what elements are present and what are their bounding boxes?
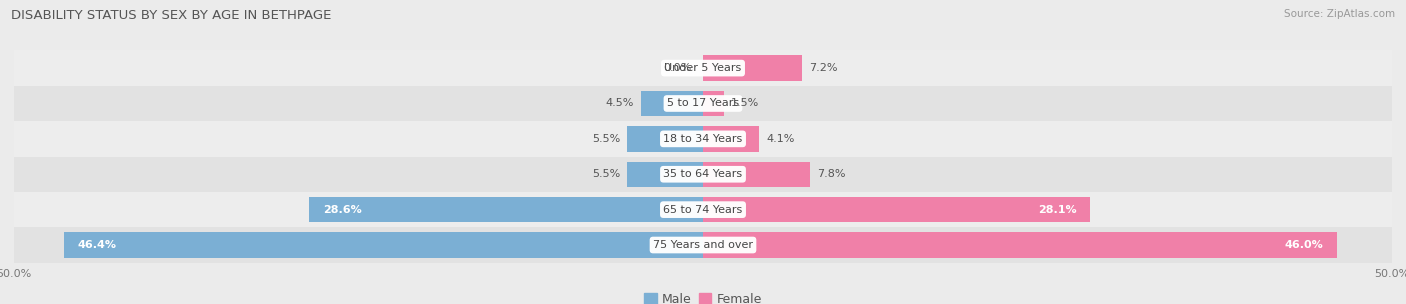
Legend: Male, Female: Male, Female [644, 293, 762, 304]
Bar [703, 197, 1090, 222]
Text: 35 to 64 Years: 35 to 64 Years [664, 169, 742, 179]
Text: 46.0%: 46.0% [1284, 240, 1323, 250]
Bar [14, 157, 1392, 192]
Bar [703, 161, 810, 187]
Text: 0.0%: 0.0% [664, 63, 692, 73]
Text: 28.1%: 28.1% [1038, 205, 1077, 215]
Bar [14, 86, 1392, 121]
Text: 1.5%: 1.5% [731, 98, 759, 109]
Bar [14, 227, 1392, 263]
Text: 46.4%: 46.4% [77, 240, 117, 250]
Bar [641, 91, 703, 116]
Text: 5.5%: 5.5% [592, 169, 620, 179]
Text: 75 Years and over: 75 Years and over [652, 240, 754, 250]
Text: Under 5 Years: Under 5 Years [665, 63, 741, 73]
Text: DISABILITY STATUS BY SEX BY AGE IN BETHPAGE: DISABILITY STATUS BY SEX BY AGE IN BETHP… [11, 9, 332, 22]
Text: 65 to 74 Years: 65 to 74 Years [664, 205, 742, 215]
Bar [309, 197, 703, 222]
Text: 18 to 34 Years: 18 to 34 Years [664, 134, 742, 144]
Text: Source: ZipAtlas.com: Source: ZipAtlas.com [1284, 9, 1395, 19]
Text: 5 to 17 Years: 5 to 17 Years [666, 98, 740, 109]
Bar [627, 126, 703, 152]
Bar [63, 232, 703, 258]
Bar [627, 161, 703, 187]
Text: 4.5%: 4.5% [606, 98, 634, 109]
Text: 4.1%: 4.1% [766, 134, 794, 144]
Text: 28.6%: 28.6% [323, 205, 361, 215]
Bar [703, 126, 759, 152]
Text: 5.5%: 5.5% [592, 134, 620, 144]
Bar [14, 192, 1392, 227]
Text: 7.8%: 7.8% [817, 169, 846, 179]
Bar [703, 91, 724, 116]
Bar [703, 232, 1337, 258]
Text: 7.2%: 7.2% [808, 63, 838, 73]
Bar [14, 121, 1392, 157]
Bar [703, 55, 803, 81]
Bar [14, 50, 1392, 86]
